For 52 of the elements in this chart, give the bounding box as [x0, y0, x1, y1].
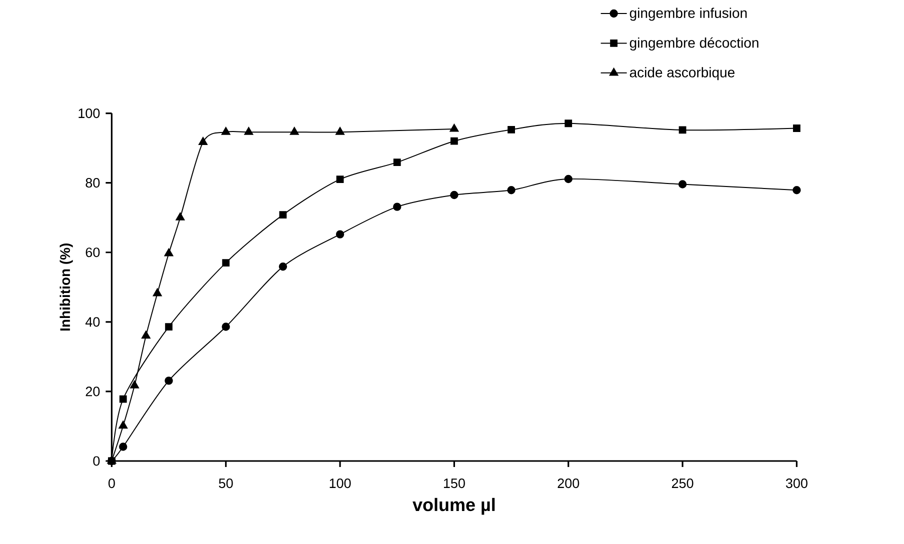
x-tick-label: 150	[444, 478, 465, 488]
point	[564, 120, 572, 128]
point	[450, 124, 459, 132]
point	[507, 186, 516, 194]
point	[336, 176, 344, 184]
point	[222, 259, 230, 267]
point	[176, 212, 185, 220]
x-tick-label: 300	[786, 478, 808, 488]
point	[678, 180, 687, 188]
point	[336, 126, 345, 135]
point	[792, 186, 801, 194]
x-axis-title: volume µl	[412, 498, 495, 515]
y-tick-label: 60	[86, 248, 100, 258]
y-tick-label: 100	[78, 108, 100, 118]
point	[244, 126, 254, 135]
point	[508, 126, 515, 134]
legend-label: acide ascorbique	[630, 67, 734, 80]
point	[222, 322, 230, 331]
legend-label: gingembre décoction	[630, 37, 758, 51]
point	[393, 158, 401, 166]
point	[164, 248, 174, 256]
point	[165, 323, 172, 330]
x-tick-label: 200	[558, 478, 580, 488]
point	[221, 126, 230, 135]
point	[290, 126, 299, 135]
point	[450, 137, 458, 145]
x-tick-label: 250	[672, 478, 694, 488]
point	[279, 211, 287, 219]
x-tick-label: 0	[108, 478, 115, 488]
y-tick-label: 0	[93, 456, 100, 466]
point	[118, 420, 128, 429]
point	[564, 174, 572, 184]
y-tick-label: 80	[86, 178, 100, 188]
point	[678, 126, 686, 134]
point	[141, 330, 150, 339]
point	[336, 230, 344, 238]
point	[119, 442, 128, 451]
point	[793, 124, 800, 132]
legend-label: gingembre infusion	[630, 8, 747, 21]
x-tick-label: 100	[330, 478, 351, 488]
point	[152, 288, 162, 296]
point	[164, 376, 173, 385]
point	[393, 202, 402, 211]
point	[198, 137, 208, 145]
y-tick-label: 40	[85, 317, 100, 327]
y-tick-label: 20	[86, 386, 100, 396]
x-tick-label: 50	[218, 478, 233, 488]
point	[450, 190, 458, 200]
point	[278, 262, 288, 271]
y-axis-title: Inhibition (%)	[60, 244, 73, 331]
point	[130, 380, 140, 388]
point	[119, 395, 127, 403]
